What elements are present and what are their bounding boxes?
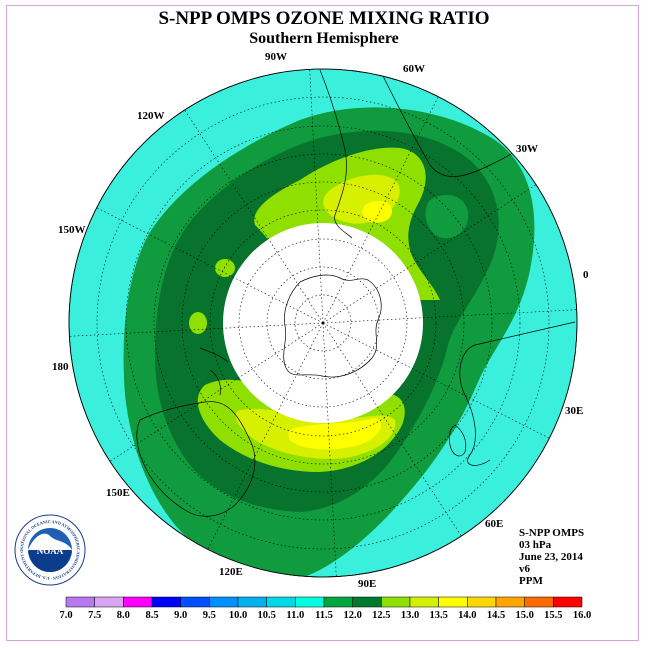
colorbar-swatch [553,596,583,608]
lon-label-180: 180 [52,361,69,373]
south-pole-dot [321,321,325,325]
info-instrument: S-NPP OMPS [519,527,585,539]
colorbar-label: 11.0 [286,610,304,621]
colorbar-label: 7.0 [59,610,72,621]
info-date: June 23, 2014 [519,551,583,563]
noaa-logo: NATIONAL OCEANIC AND ATMOSPHERIC ADMINIS… [14,514,86,586]
colorbar-swatch [295,596,325,608]
colorbar-swatch [352,596,382,608]
contour-12-5-blob [215,259,235,277]
colorbar-label: 8.5 [145,610,158,621]
colorbar-label: 12.0 [343,610,361,621]
contour-12-0-hole [425,194,469,239]
colorbar-swatch [467,596,497,608]
ozone-contours [69,69,577,577]
colorbar-swatch [65,596,95,608]
info-units: PPM [519,575,543,587]
colorbar: 7.0 7.5 8.0 8.5 9.0 9.5 10.0 10.5 11.0 11.5 12.0 12… [59,596,591,621]
colorbar-label: 13.0 [401,610,419,621]
colorbar-swatch [209,596,239,608]
lon-label-120e: 120E [219,566,243,578]
colorbar-swatch [266,596,296,608]
antarctica-coast [283,274,382,378]
lon-label-90w: 90W [265,51,287,63]
colorbar-label: 12.5 [372,610,390,621]
lon-label-120w: 120W [137,110,165,122]
colorbar-swatch [438,596,468,608]
colorbar-label: 14.0 [458,610,476,621]
colorbar-label: 9.5 [203,610,216,621]
lon-label-60e: 60E [485,518,504,530]
colorbar-swatch [495,596,525,608]
colorbar-label: 14.5 [487,610,505,621]
colorbar-label: 10.5 [257,610,275,621]
new-zealand-coast [199,347,229,396]
lon-label-150e: 150E [106,487,130,499]
colorbar-label: 11.5 [315,610,333,621]
info-level: 03 hPa [519,539,552,551]
colorbar-swatch [323,596,353,608]
colorbar-swatch [524,596,554,608]
colorbar-label: 15.5 [544,610,562,621]
colorbar-label: 10.0 [229,610,247,621]
contour-13-5-lower [288,418,382,450]
contour-12-5-blob [189,312,207,334]
page-frame [6,5,639,641]
info-block: S-NPP OMPS 03 hPa June 23, 2014 v6 PPM [519,527,584,587]
latitude-circles [96,96,550,550]
info-version: v6 [519,563,530,575]
map-subtitle: Southern Hemisphere [249,30,399,47]
logo-text: NOAA [37,546,64,556]
colorbar-label: 7.5 [88,610,101,621]
colorbar-label: 15.0 [515,610,533,621]
colorbar-label: 16.0 [573,610,591,621]
lon-label-60w: 60W [403,63,425,75]
australia-coast [136,401,256,517]
lon-label-0: 0 [583,269,589,281]
lon-label-150w: 150W [58,224,86,236]
madagascar-coast [448,424,467,457]
map-border [68,68,578,578]
lon-label-30e: 30E [565,405,584,417]
map-title: S-NPP OMPS OZONE MIXING RATIO [158,8,490,29]
colorbar-swatch [180,596,210,608]
africa-coast [459,321,576,466]
lon-label-90e: 90E [358,578,377,590]
colorbar-swatch [94,596,124,608]
lon-label-30w: 30W [516,143,538,155]
colorbar-swatch [151,596,181,608]
south-america-coast [319,69,531,239]
colorbar-swatch [381,596,411,608]
colorbar-label: 8.0 [117,610,130,621]
colorbar-swatch [123,596,153,608]
contour-13-5-upper [362,200,393,223]
colorbar-swatch [237,596,267,608]
colorbar-swatch [409,596,439,608]
colorbar-label: 9.0 [174,610,187,621]
colorbar-label: 13.5 [429,610,447,621]
